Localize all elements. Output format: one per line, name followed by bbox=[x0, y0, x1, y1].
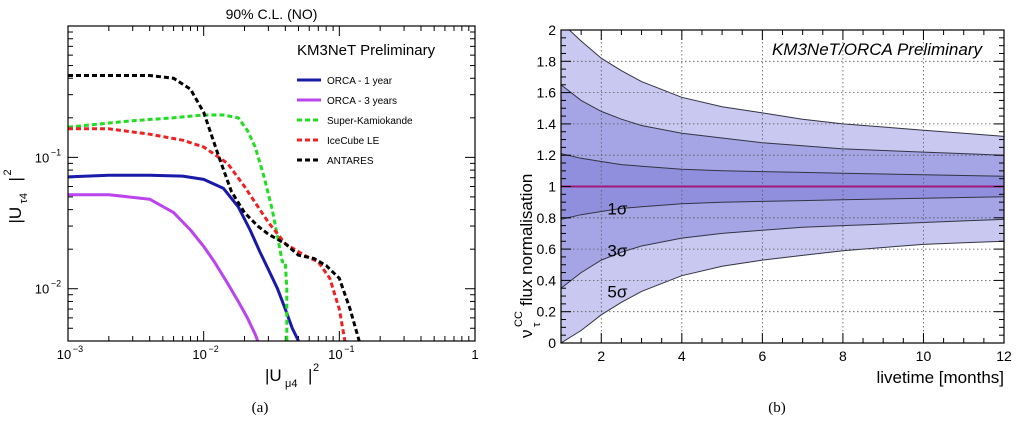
series-line-antares bbox=[68, 74, 361, 341]
panel-b: 1σ 3σ 5σ 2 4 6 8 10 12 0 0.2 0.4 0.6 0.8 1 1.2 1.4 1.6 1.8… bbox=[513, 22, 1012, 387]
y-axis-label-b-rest: flux normalisation bbox=[517, 174, 536, 306]
y-axis-label-bar: | bbox=[6, 177, 25, 181]
y-axis-label-sup: 2 bbox=[2, 169, 14, 175]
y-axis-label-b-sub: τ bbox=[531, 322, 543, 327]
chart-title-b: KM3NeT/ORCA Preliminary bbox=[772, 40, 984, 59]
y-tick-label: 10 bbox=[35, 282, 49, 297]
x-axis-label-bar: | bbox=[308, 366, 312, 385]
x-tick-label: 10 bbox=[916, 348, 932, 364]
y-tick-label: 1.4 bbox=[537, 116, 557, 132]
band-edge-3σ-lower bbox=[561, 218, 1004, 289]
band-label: 3σ bbox=[607, 242, 627, 261]
x-tick-label: 2 bbox=[597, 348, 605, 364]
legend-label: Super-Kamiokande bbox=[327, 116, 413, 127]
series-line-super-kamiokande bbox=[68, 113, 289, 341]
legend-label: ANTARES bbox=[327, 156, 374, 167]
y-tick-label: 0 bbox=[548, 335, 556, 351]
y-axis-label: |U bbox=[6, 207, 25, 224]
x-tick-label: 1 bbox=[471, 347, 478, 362]
y-tick-label: 1.6 bbox=[537, 85, 557, 101]
x-axis-label: |U bbox=[265, 366, 282, 385]
y-axis-label-b-group: ντ CC flux normalisation bbox=[513, 174, 543, 338]
band-edge-3σ-upper bbox=[561, 84, 1004, 156]
band-edge-5σ-upper bbox=[568, 30, 1004, 137]
y-tick-label: 0.2 bbox=[537, 304, 557, 320]
x-axis-label-b: livetime [months] bbox=[876, 368, 1004, 387]
caption-b: (b) bbox=[768, 400, 786, 416]
x-tick-label: 10 bbox=[192, 347, 206, 362]
caption-a: (a) bbox=[252, 400, 269, 416]
y-tick-label: 1.8 bbox=[537, 53, 557, 69]
y-tick-label: 0.6 bbox=[537, 241, 557, 257]
band-edge-1σ-lower bbox=[561, 196, 1004, 220]
x-axis-label-sup: 2 bbox=[313, 362, 319, 374]
series-group bbox=[68, 74, 361, 341]
y-axis-label-b-sup: CC bbox=[513, 311, 525, 327]
x-axis-label-sub: μ4 bbox=[285, 378, 297, 390]
y-axis-label-group: |U τ4 | 2 bbox=[2, 169, 30, 223]
x-tick-label: 8 bbox=[839, 348, 847, 364]
y-tick-label: 2 bbox=[548, 22, 556, 38]
y-tick-label: 0.4 bbox=[537, 272, 557, 288]
y-tick-exp: −2 bbox=[51, 279, 61, 289]
legend-label: IceCube LE bbox=[327, 136, 380, 147]
bands-group bbox=[561, 30, 1004, 343]
y-tick-label: 1.2 bbox=[537, 147, 557, 163]
y-axis-label-b: ν bbox=[517, 330, 536, 339]
y-tick-label: 1 bbox=[548, 179, 556, 195]
chart-title-a: 90% C.L. (NO) bbox=[226, 6, 318, 22]
band-label: 5σ bbox=[607, 282, 627, 301]
band-label: 1σ bbox=[607, 199, 627, 218]
x-tick-exp: −3 bbox=[73, 344, 83, 354]
x-tick-label: 10 bbox=[57, 347, 71, 362]
series-line-orca-1-year bbox=[68, 173, 300, 341]
legend-label: ORCA - 3 years bbox=[327, 96, 397, 107]
series-line-icecube-le bbox=[68, 127, 347, 341]
x-tick-label: 4 bbox=[678, 348, 686, 364]
y-tick-exp: −1 bbox=[51, 147, 61, 157]
band-edge-5σ-lower bbox=[561, 240, 1004, 343]
plot-frame-a bbox=[67, 25, 476, 342]
plot-frame-b bbox=[560, 29, 1005, 344]
y-tick-label: 0.8 bbox=[537, 210, 557, 226]
legend-label: ORCA - 1 year bbox=[327, 76, 393, 87]
series-line-orca-3-years bbox=[68, 193, 260, 341]
x-tick-exp: −1 bbox=[344, 344, 354, 354]
x-tick-exp: −2 bbox=[209, 344, 219, 354]
x-tick-label: 10 bbox=[328, 347, 342, 362]
panel-a: 10 −3 10 −2 10 −1 110 −210 −190% C.L. (NO)KM3NeT… bbox=[2, 6, 479, 390]
band-edge-1σ-upper bbox=[561, 153, 1004, 177]
legend-title: KM3NeT Preliminary bbox=[297, 42, 436, 59]
y-tick-label: 10 bbox=[35, 150, 49, 165]
x-tick-label: 12 bbox=[996, 348, 1012, 364]
x-tick-label: 6 bbox=[758, 348, 766, 364]
y-axis-label-sub: τ4 bbox=[18, 193, 30, 203]
